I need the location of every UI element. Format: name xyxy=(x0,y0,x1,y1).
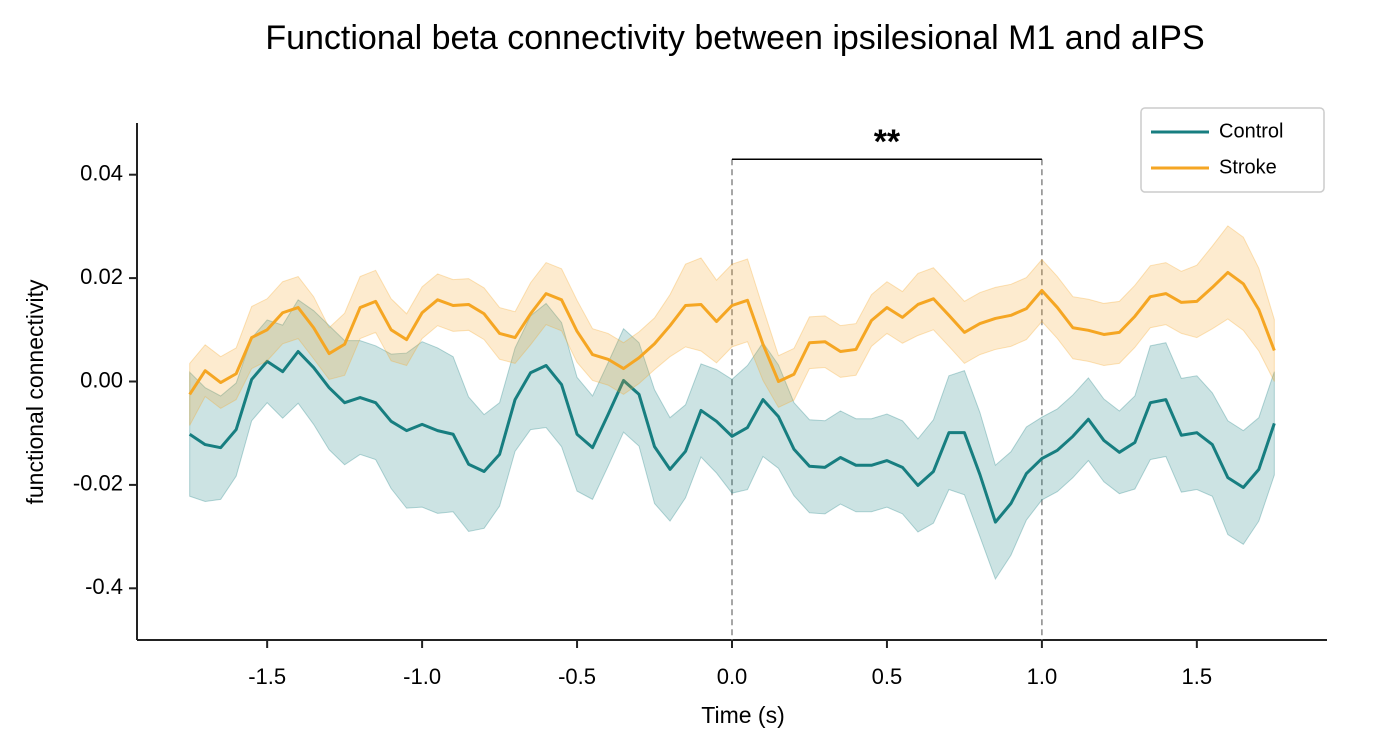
series-line xyxy=(188,350,1276,524)
y-tick-label: -0.4 xyxy=(85,574,123,599)
chart-title: Functional beta connectivity between ips… xyxy=(265,19,1204,57)
series-line xyxy=(188,270,1276,396)
x-tick-label: -1.0 xyxy=(403,664,441,689)
significance-label: ** xyxy=(874,123,901,161)
x-tick-label: 1.5 xyxy=(1182,664,1213,689)
x-tick-label: 0.0 xyxy=(717,664,748,689)
y-tick-label: 0.00 xyxy=(80,367,123,392)
x-axis-label: Time (s) xyxy=(701,702,784,728)
error-band xyxy=(189,225,1275,426)
legend-label: Stroke xyxy=(1219,156,1277,178)
x-tick-label: -0.5 xyxy=(558,664,596,689)
y-tick-label: 0.02 xyxy=(80,264,123,289)
legend-box xyxy=(1140,107,1325,193)
x-tick-label: -1.5 xyxy=(248,664,286,689)
error-band xyxy=(189,299,1275,581)
y-tick-label: -0.02 xyxy=(73,471,123,496)
y-axis-label: functional connectivity xyxy=(22,279,48,505)
x-tick-label: 0.5 xyxy=(872,664,903,689)
y-tick-label: 0.04 xyxy=(80,161,123,186)
x-tick-label: 1.0 xyxy=(1027,664,1058,689)
legend-label: Control xyxy=(1219,120,1283,142)
